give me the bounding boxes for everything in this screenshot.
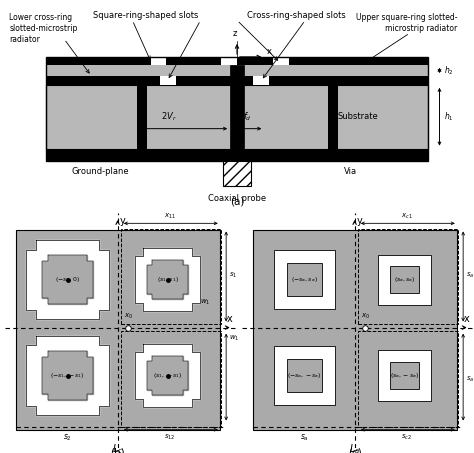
Text: x: x [266,47,272,56]
Polygon shape [27,240,109,319]
Text: $(-s_a,-s_a)$: $(-s_a,-s_a)$ [287,371,322,380]
Text: $s_a$: $s_a$ [466,375,474,384]
Text: $h_2$: $h_2$ [444,64,454,77]
Text: $w_1$: $w_1$ [200,298,210,307]
Bar [46,57,151,65]
Text: Ground-plane: Ground-plane [72,167,129,175]
Bar [253,76,269,85]
Polygon shape [147,260,188,299]
Bar [223,160,251,187]
Bar [328,85,338,149]
Text: $L_a$: $L_a$ [349,442,360,453]
Bar [269,76,428,85]
Bar [46,149,428,160]
Bar [137,85,147,149]
Bar [121,331,221,427]
Bar [166,57,221,65]
Text: $w_1$: $w_1$ [229,334,240,343]
Text: $s_a$: $s_a$ [300,433,309,443]
Text: Substrate: Substrate [337,112,378,121]
Bar [230,65,244,160]
Text: (b): (b) [110,448,125,453]
Bar [253,230,456,430]
Bar [46,57,428,160]
Text: $s_{c2}$: $s_{c2}$ [401,433,412,442]
Bar [16,230,219,430]
Bar [391,362,419,389]
Text: $2V_r$: $2V_r$ [161,110,177,123]
Text: $s_a$: $s_a$ [466,271,474,280]
Text: $(s_a,-s_a)$: $(s_a,-s_a)$ [390,371,419,380]
Text: (c): (c) [348,448,362,453]
Text: $s_{12}$: $s_{12}$ [164,433,175,442]
Text: $(s_a,s_a)$: $(s_a,s_a)$ [394,275,415,284]
Bar [175,76,253,85]
Text: $L_c$: $L_c$ [112,442,123,453]
Bar [379,255,430,304]
Text: Square-ring-shaped slots: Square-ring-shaped slots [93,11,199,20]
Polygon shape [42,255,93,304]
Bar [273,57,289,65]
Text: $x_0$: $x_0$ [124,312,133,321]
Bar [151,57,166,65]
Polygon shape [27,336,109,415]
Bar [274,347,335,405]
Bar [391,266,419,293]
Text: Via: Via [344,167,357,175]
Text: $f_d$: $f_d$ [243,110,251,123]
Text: $(s_1,s_1)$: $(s_1,s_1)$ [156,275,179,284]
Bar [121,229,221,324]
Polygon shape [135,248,200,311]
Text: $(s_1,-s_1)$: $(s_1,-s_1)$ [153,371,182,380]
Text: Cross-ring-shaped slots: Cross-ring-shaped slots [247,11,346,20]
Text: $h_1$: $h_1$ [444,111,454,123]
Text: $x_{c1}$: $x_{c1}$ [401,212,412,221]
Bar [358,229,458,324]
Text: $s_1$: $s_1$ [229,271,237,280]
Polygon shape [135,344,200,407]
Text: z: z [233,29,237,38]
Text: $s_2$: $s_2$ [63,433,72,443]
Bar [160,76,175,85]
Text: Upper square-ring slotted-
microstrip radiator: Upper square-ring slotted- microstrip ra… [356,13,458,33]
Text: x: x [464,314,469,324]
Text: $(-s_1,0)$: $(-s_1,0)$ [55,275,80,284]
Bar [287,359,322,392]
Bar [287,263,322,296]
Polygon shape [42,351,93,400]
Bar [379,351,430,400]
Text: y: y [120,216,126,226]
Bar [46,65,428,76]
Bar [358,331,458,427]
Bar [289,57,428,65]
Text: $(-s_a,s_a)$: $(-s_a,s_a)$ [291,275,318,284]
Text: $x_0$: $x_0$ [361,312,370,321]
Text: x: x [227,314,232,324]
Bar [274,251,335,309]
Text: Lower cross-ring
slotted-microstrip
radiator: Lower cross-ring slotted-microstrip radi… [9,13,78,44]
Text: $(-s_1,-s_1)$: $(-s_1,-s_1)$ [50,371,85,380]
Text: y: y [357,216,363,226]
Polygon shape [147,356,188,395]
Text: $x_{11}$: $x_{11}$ [164,212,176,221]
Bar [46,76,160,85]
Text: Coaxial probe: Coaxial probe [208,194,266,203]
Bar [237,57,273,65]
Text: (a): (a) [230,197,244,207]
Bar [46,85,428,149]
Bar [221,57,237,65]
